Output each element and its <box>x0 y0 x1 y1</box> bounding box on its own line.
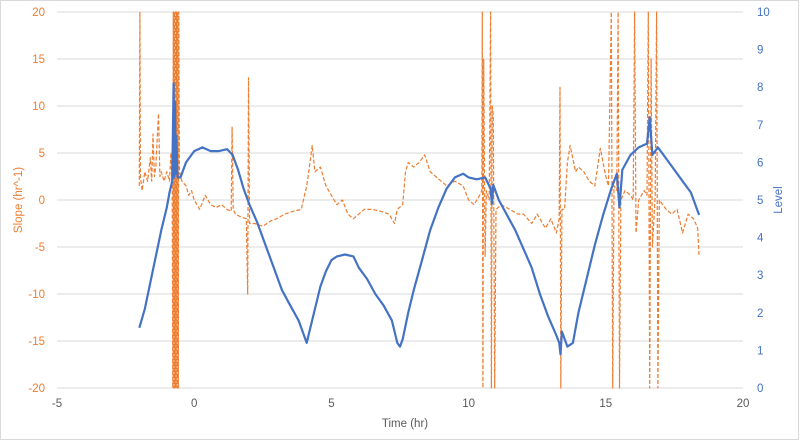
x-tick-label: 5 <box>328 398 334 410</box>
y2-axis-title: Level <box>773 186 785 214</box>
y2-tick-label: 1 <box>757 345 763 357</box>
y2-tick-label: 3 <box>757 270 763 282</box>
y-axis-title: Slope (hr^-1) <box>13 167 25 233</box>
y2-tick-label: 5 <box>757 195 763 207</box>
y-tick-label: 5 <box>39 148 45 160</box>
y2-tick-label: 0 <box>757 383 763 395</box>
y2-tick-label: 7 <box>757 120 763 132</box>
gridlines <box>57 11 743 389</box>
y2-tick-label: 10 <box>757 7 770 19</box>
x-axis-title: Time (hr) <box>382 418 428 430</box>
y-tick-label: -5 <box>35 242 45 254</box>
y-tick-label: -20 <box>28 383 45 395</box>
y-tick-label: 15 <box>32 54 45 66</box>
level-series-line <box>138 82 701 356</box>
y2-tick-label: 2 <box>757 308 763 320</box>
y2-tick-label: 8 <box>757 82 763 94</box>
x-tick-label: 10 <box>462 398 475 410</box>
y-tick-label: 20 <box>32 7 45 19</box>
y2-tick-label: 4 <box>757 233 764 245</box>
series-layer <box>138 11 701 389</box>
y-tick-label: -10 <box>28 289 45 301</box>
y-tick-label: 0 <box>39 195 45 207</box>
y-tick-label: 10 <box>32 101 45 113</box>
y2-tick-label: 6 <box>757 157 763 169</box>
x-tick-label: -5 <box>52 398 62 410</box>
y-tick-label: -15 <box>28 336 45 348</box>
x-tick-label: 0 <box>191 398 197 410</box>
y2-tick-label: 9 <box>757 45 763 57</box>
x-tick-label: 15 <box>599 398 612 410</box>
slope-series-line <box>138 11 700 389</box>
x-tick-label: 20 <box>737 398 750 410</box>
